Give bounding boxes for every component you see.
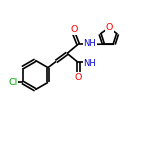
Text: NH: NH xyxy=(84,39,96,48)
Text: NH: NH xyxy=(84,59,96,68)
Text: O: O xyxy=(106,23,113,32)
Text: O: O xyxy=(75,73,82,82)
Text: O: O xyxy=(70,26,77,34)
Text: Cl: Cl xyxy=(8,78,18,87)
